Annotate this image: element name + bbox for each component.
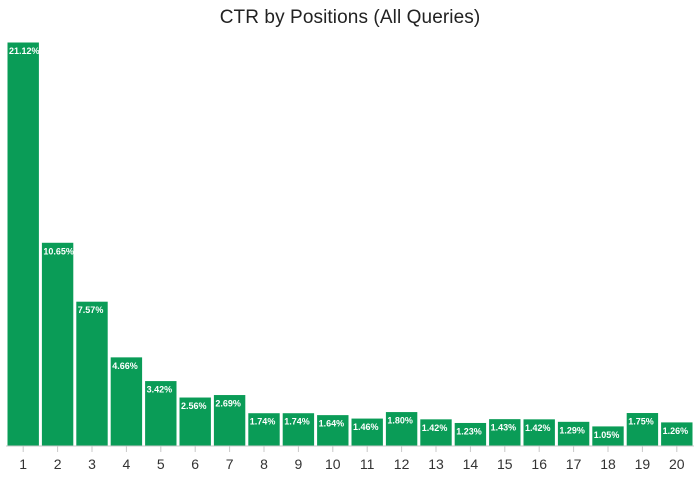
- bar-value-label: 1.46%: [353, 422, 379, 432]
- x-axis-tick-label: 2: [54, 456, 62, 472]
- bar-value-label: 1.74%: [250, 417, 276, 427]
- x-axis-tick-label: 15: [497, 456, 513, 472]
- x-axis-tick-label: 20: [669, 456, 685, 472]
- x-axis-tick-label: 14: [463, 456, 479, 472]
- x-axis-tick-label: 7: [226, 456, 234, 472]
- x-axis-tick-label: 13: [428, 456, 444, 472]
- x-axis-tick-label: 12: [394, 456, 410, 472]
- bar-value-label: 1.80%: [387, 416, 413, 426]
- x-axis-tick-label: 17: [566, 456, 582, 472]
- bar-value-label: 1.64%: [319, 419, 345, 429]
- chart-title: CTR by Positions (All Queries): [219, 7, 481, 28]
- x-axis-tick-labels-group: 1 2 3 4 5 6 7 8 9 10 11 12 13 14 15 16 17 18 19 20: [19, 456, 684, 472]
- bar-position-6: [178, 396, 212, 447]
- bar-position-17: [556, 420, 591, 447]
- x-axis-tick-label: 11: [360, 456, 375, 472]
- bar-position-9: [281, 412, 316, 447]
- bar-value-label: 3.42%: [147, 385, 173, 395]
- bar-value-label: 1.26%: [663, 426, 689, 436]
- bars-group: [6, 41, 694, 447]
- bar-position-4: [109, 356, 144, 447]
- bar-value-label: 1.29%: [559, 425, 585, 435]
- bar-position-12: [384, 411, 419, 447]
- bar-position-1: [6, 41, 40, 447]
- bar-value-label: 1.74%: [284, 417, 310, 427]
- x-axis-tick-label: 1: [19, 456, 27, 472]
- bar-position-10: [316, 414, 350, 447]
- bar-value-label: 2.56%: [181, 401, 207, 411]
- bar-position-7: [212, 394, 247, 447]
- bar-position-16: [522, 418, 556, 447]
- bar-value-label: 1.42%: [422, 423, 448, 433]
- x-axis-ticks-group: [22, 446, 678, 452]
- bar-position-2: [40, 241, 75, 447]
- x-axis-tick-label: 8: [260, 456, 268, 472]
- bar-value-label: 7.57%: [78, 305, 104, 315]
- bar-value-label: 1.42%: [525, 423, 551, 433]
- bar-value-label: 2.69%: [215, 399, 241, 409]
- x-axis-tick-label: 18: [600, 456, 616, 472]
- x-axis-tick-label: 16: [531, 456, 547, 472]
- x-axis-tick-label: 4: [123, 456, 131, 472]
- x-axis-tick-label: 9: [295, 456, 303, 472]
- x-axis-tick-label: 10: [325, 456, 341, 472]
- bar-value-label: 21.12%: [9, 46, 40, 56]
- x-axis-tick-label: 5: [157, 456, 165, 472]
- x-axis-tick-label: 3: [88, 456, 96, 472]
- bar-value-label: 1.75%: [628, 417, 654, 427]
- bar-labels-group: 21.12% 10.65% 7.57% 4.66% 3.42% 2.56% 2.69% 1.7…: [9, 46, 688, 440]
- bar-position-11: [350, 417, 384, 447]
- bar-value-label: 1.05%: [594, 430, 620, 440]
- bar-value-label: 10.65%: [43, 246, 74, 256]
- bar-value-label: 1.43%: [491, 423, 517, 433]
- x-axis-tick-label: 19: [635, 456, 651, 472]
- x-axis-tick-label: 6: [191, 456, 199, 472]
- bar-position-3: [75, 300, 109, 447]
- bar-value-label: 1.23%: [456, 426, 482, 436]
- bar-value-label: 4.66%: [112, 361, 138, 371]
